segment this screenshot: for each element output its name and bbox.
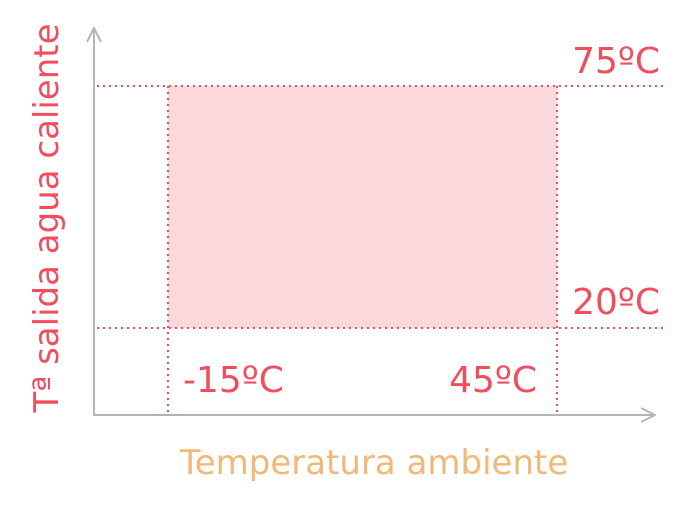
x-tick-label-45c: 45ºC xyxy=(449,360,537,401)
y-axis-arrow-icon xyxy=(86,27,102,43)
x-axis xyxy=(93,407,656,423)
y-axis xyxy=(86,27,102,415)
y-axis-label: Tª salida agua caliente xyxy=(27,23,67,413)
operating-region xyxy=(168,86,557,328)
y-tick-label-20c: 20ºC xyxy=(572,282,660,323)
y-tick-label-75c: 75ºC xyxy=(572,41,660,82)
x-tick-label-minus15c: -15ºC xyxy=(183,360,284,401)
x-axis-arrow-icon xyxy=(640,407,656,423)
x-axis-label: Temperatura ambiente xyxy=(179,443,569,483)
